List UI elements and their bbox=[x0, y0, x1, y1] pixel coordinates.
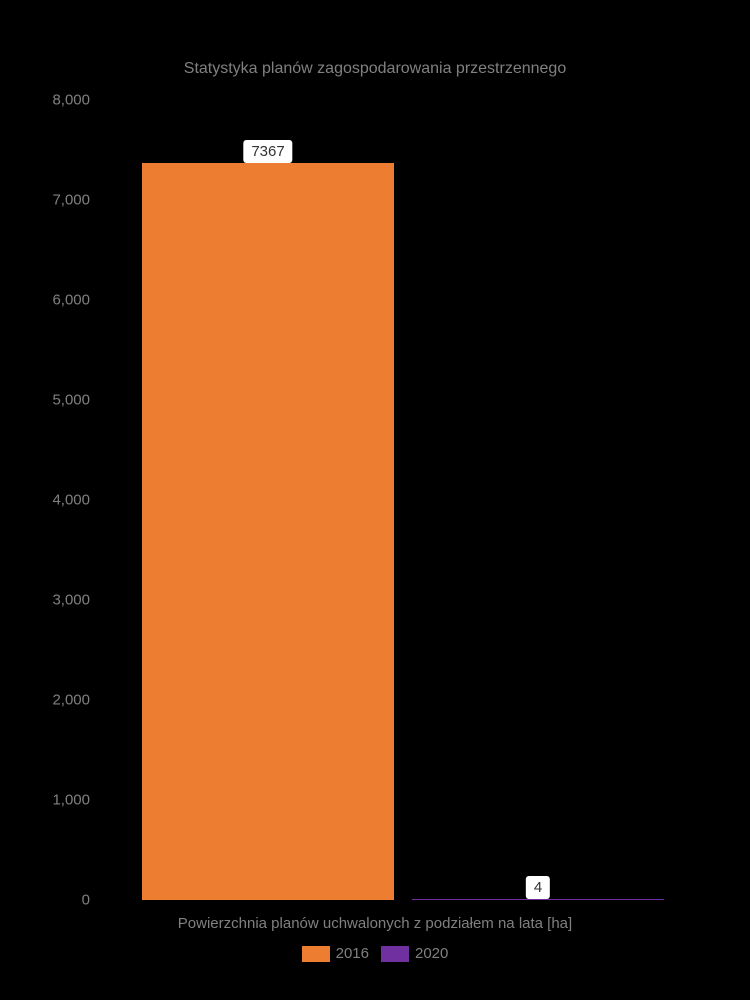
legend-item: 2020 bbox=[381, 945, 448, 962]
legend-swatch bbox=[302, 946, 330, 962]
bar-chart: Statystyka planów zagospodarowania przes… bbox=[0, 0, 750, 1000]
legend-label: 2016 bbox=[336, 945, 369, 962]
y-tick-label: 5,000 bbox=[52, 392, 90, 409]
bar-value-label: 7367 bbox=[243, 140, 292, 163]
y-tick-label: 8,000 bbox=[52, 92, 90, 109]
y-tick-label: 3,000 bbox=[52, 592, 90, 609]
y-tick-label: 6,000 bbox=[52, 292, 90, 309]
legend: 2016 2020 bbox=[0, 945, 750, 962]
y-tick-label: 4,000 bbox=[52, 492, 90, 509]
plot-area: 7367 4 bbox=[100, 100, 700, 900]
y-tick-label: 1,000 bbox=[52, 792, 90, 809]
y-tick-label: 0 bbox=[82, 892, 90, 909]
legend-label: 2020 bbox=[415, 945, 448, 962]
legend-item: 2016 bbox=[302, 945, 369, 962]
chart-title: Statystyka planów zagospodarowania przes… bbox=[0, 60, 750, 78]
bar-2020 bbox=[412, 899, 664, 900]
legend-swatch bbox=[381, 946, 409, 962]
bar-value-label: 4 bbox=[526, 876, 550, 899]
y-tick-label: 7,000 bbox=[52, 192, 90, 209]
x-axis-label: Powierzchnia planów uchwalonych z podzia… bbox=[0, 915, 750, 932]
y-tick-label: 2,000 bbox=[52, 692, 90, 709]
bar-2016 bbox=[142, 163, 394, 900]
